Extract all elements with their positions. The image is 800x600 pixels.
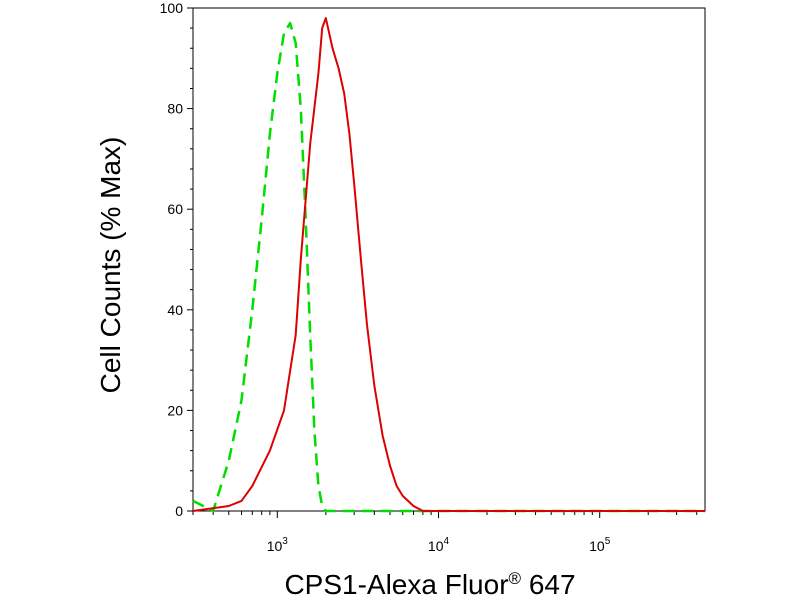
y-tick-label: 100 [160,0,184,16]
series-line-1 [192,21,705,513]
series-layer [192,17,705,513]
x-tick-label-exponent: 5 [605,536,611,547]
y-tick-label: 60 [167,201,183,217]
y-axis-title: Cell Counts (% Max) [95,137,126,394]
plot-frame [192,7,706,512]
x-axis-title-tail: 647 [521,569,576,600]
x-axis-title-main: CPS1-Alexa Fluor [284,569,508,600]
x-tick-label: 104 [428,536,450,554]
x-tick-label: 105 [589,536,611,554]
x-axis-title-registered-mark: ® [509,569,522,588]
y-tick-label: 20 [167,402,183,418]
y-axis: 0 20 40 60 80 100 [160,0,193,519]
y-tick-label: 40 [167,302,183,318]
plot-area-border [192,7,706,512]
x-tick-label: 103 [267,536,289,554]
x-tick-label-base: 10 [589,538,605,554]
x-tick-label-base: 10 [428,538,444,554]
x-axis-title: CPS1-Alexa Fluor® 647 [284,569,575,600]
y-tick-label: 0 [175,503,183,519]
y-tick-label: 80 [167,101,183,117]
x-tick-label-base: 10 [267,538,283,554]
series-line-2 [192,17,705,512]
x-tick-label-exponent: 3 [282,536,288,547]
x-tick-label-exponent: 4 [444,536,450,547]
x-axis: 103 104 105 [192,511,698,554]
